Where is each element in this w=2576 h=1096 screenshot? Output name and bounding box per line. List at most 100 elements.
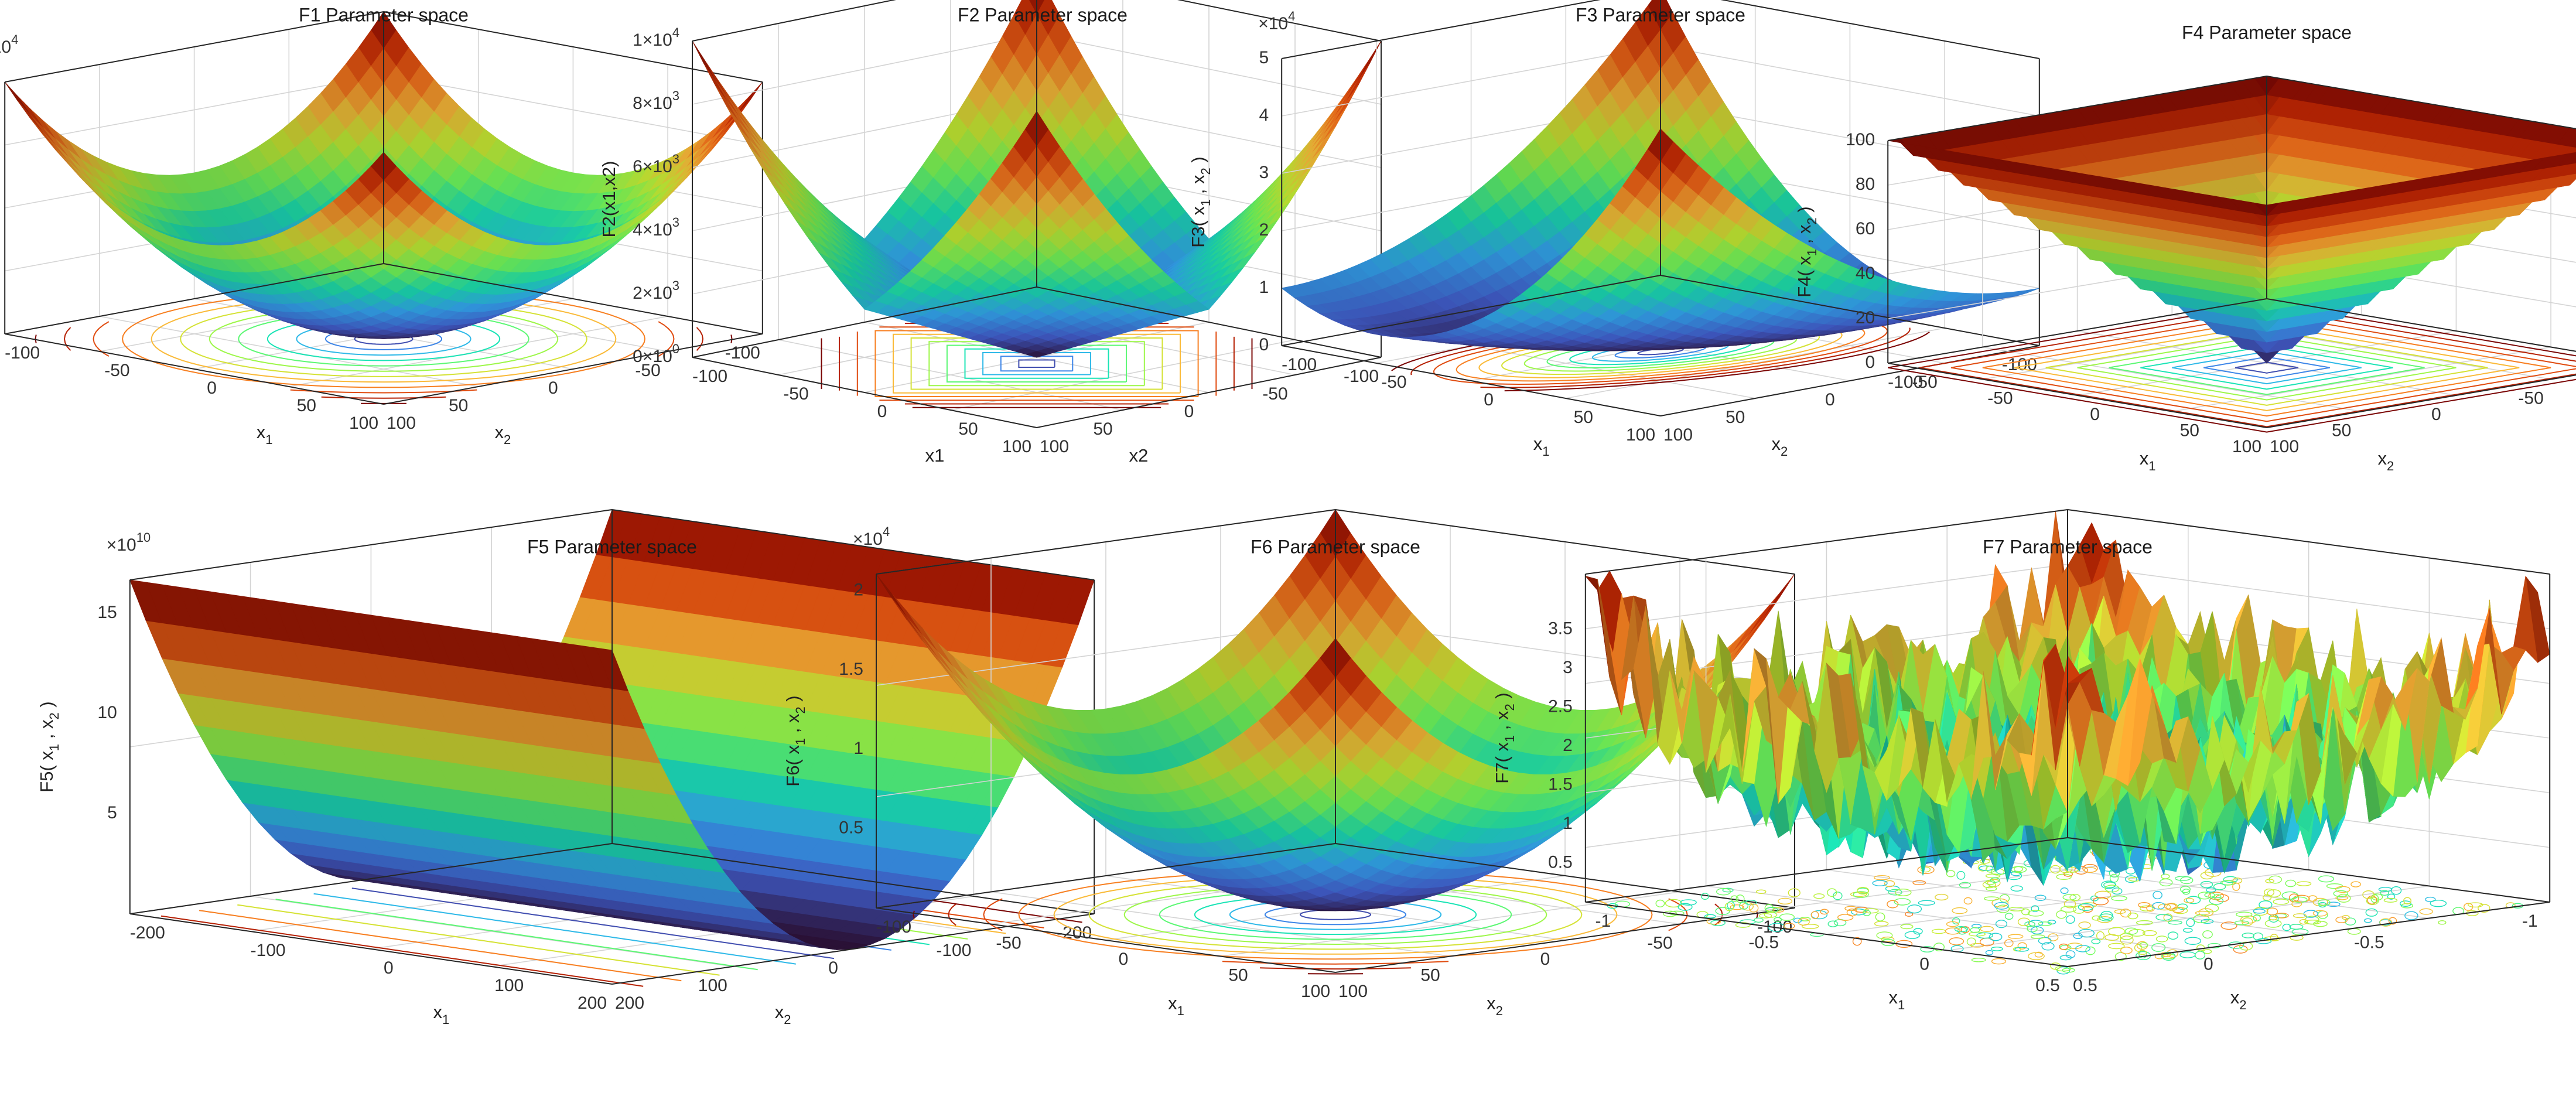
z-tick-label: 40 xyxy=(1856,264,1875,283)
z-tick-exp: 3 xyxy=(672,215,679,230)
y-tick-label: -100 xyxy=(1344,367,1379,386)
surface-patch xyxy=(4,81,30,115)
y-axis-label: x2 xyxy=(2378,448,2394,473)
z-tick-mult: ×10 xyxy=(643,94,672,113)
chart-title: F5 Parameter space xyxy=(527,536,697,557)
z-tick-mult: ×10 xyxy=(643,347,672,366)
contour-line xyxy=(63,279,704,399)
x-axis-label-sub: 1 xyxy=(442,1012,449,1027)
z-tick-label: 20 xyxy=(1856,308,1875,327)
z-axis-label: F2(x1,x2) xyxy=(599,161,619,238)
x-tick-label: 0 xyxy=(384,958,394,978)
x-tick-label: 0 xyxy=(877,402,887,421)
z-axis-label-end: ) xyxy=(1794,206,1815,217)
x-tick-label: -200 xyxy=(130,923,165,943)
z-tick-base: 6 xyxy=(633,157,643,176)
z-exponent-power: 4 xyxy=(11,32,18,47)
gridline xyxy=(5,74,384,146)
z-tick-exp: 3 xyxy=(672,152,679,166)
z-tick-label: 10 xyxy=(97,703,117,722)
surface-patch xyxy=(703,59,727,97)
z-exponent: ×1010 xyxy=(107,530,151,555)
z-axis-label-text: F4( x xyxy=(1794,256,1815,298)
z-axis-label-sub: 2 xyxy=(1199,168,1214,175)
z-tick-label: 4 xyxy=(1259,105,1269,125)
surface-patch xyxy=(1346,59,1370,97)
y-axis-label-sub: 2 xyxy=(504,432,511,447)
chart-title: F4 Parameter space xyxy=(2182,22,2352,43)
z-tick-base: 4 xyxy=(633,220,643,240)
z-tick-label: 60 xyxy=(1856,219,1875,238)
x-tick-label: 100 xyxy=(387,414,416,433)
y-tick-label: 200 xyxy=(578,993,607,1013)
y-tick-label: 100 xyxy=(2232,437,2261,456)
z-tick-label: 15 xyxy=(97,603,117,622)
x-tick-label: 100 xyxy=(1663,425,1693,445)
gridline xyxy=(383,74,763,146)
contour-line xyxy=(1018,359,1055,368)
panel-f5: -200-1000100200-200-100010020051015×1010… xyxy=(36,509,1095,1027)
z-tick-label: 1 xyxy=(1259,278,1269,297)
x-tick-label: 50 xyxy=(1574,408,1593,427)
z-tick-label: 2 xyxy=(1259,220,1269,240)
surface-patch xyxy=(17,100,43,132)
y-tick-label: -50 xyxy=(2518,388,2543,408)
y-axis-label: x2 xyxy=(1772,433,1788,459)
x-tick-label: 0 xyxy=(2090,405,2100,424)
x-axis-label: x1 xyxy=(433,1002,450,1027)
y-tick-label: 50 xyxy=(449,396,468,415)
x-axis-label: x1 xyxy=(1533,433,1550,459)
z-tick-label: 5 xyxy=(107,803,117,822)
y-tick-label: 0 xyxy=(1184,402,1194,421)
x-tick-label: -50 xyxy=(783,384,808,404)
y-tick-label: -100 xyxy=(936,941,971,960)
z-tick-label: 0×100 xyxy=(633,342,679,366)
x-axis-label-text: x xyxy=(2140,448,2149,469)
y-tick-label: 50 xyxy=(2332,421,2351,440)
x-tick-label: 0 xyxy=(1484,390,1494,409)
z-axis-label-end: ) xyxy=(1188,156,1208,168)
x-axis-label-sub: 1 xyxy=(2148,459,2155,473)
z-axis-label-text: F3( x xyxy=(1188,206,1208,248)
y-tick-label: 50 xyxy=(1726,408,1745,427)
y-tick-label: 50 xyxy=(1093,419,1112,439)
z-tick-base: 8 xyxy=(633,94,643,113)
surface-patch xyxy=(703,63,727,101)
y-axis-label-sub: 2 xyxy=(2387,459,2394,473)
contour-line xyxy=(151,295,617,383)
z-axis-label-sub: 1 xyxy=(1199,199,1214,206)
x-axis-label: x1 xyxy=(2140,448,2156,473)
z-exponent-base: ×10 xyxy=(1258,14,1288,33)
x-axis-label-text: x1 xyxy=(925,445,945,466)
contour-line xyxy=(2235,361,2299,374)
x-tick-label: 200 xyxy=(615,993,644,1013)
y-axis-label-text: x xyxy=(495,422,504,442)
z-axis-label-sub: 1 xyxy=(47,744,62,751)
y-tick-label: 100 xyxy=(1626,425,1655,445)
x-tick-label: 50 xyxy=(297,396,316,415)
y-tick-label: -50 xyxy=(1262,384,1287,404)
y-axis-label-sub: 2 xyxy=(784,1012,791,1027)
surface xyxy=(4,11,763,339)
y-axis-label: x2 xyxy=(775,1002,791,1027)
z-exponent-power: 4 xyxy=(1288,9,1295,23)
z-exponent: ×104 xyxy=(0,32,18,57)
contour-line xyxy=(180,301,587,377)
x-axis-label-sub: 1 xyxy=(265,432,272,447)
surface xyxy=(1888,76,2576,364)
z-tick-label: 0 xyxy=(1259,335,1269,354)
panel-f1: -100-50050100-100-5005010000.511.52×104x… xyxy=(0,4,763,447)
z-axis-label-sub: 2 xyxy=(47,712,62,719)
contour-line xyxy=(122,289,645,388)
y-tick-label: 100 xyxy=(698,976,727,995)
x-tick-label: 0 xyxy=(207,378,217,398)
z-tick-label: 0 xyxy=(1866,353,1875,372)
y-axis-label: x2 xyxy=(1129,445,1149,466)
contour-line xyxy=(1000,356,1074,372)
y-tick-label: 0 xyxy=(828,958,838,978)
y-tick-label: 0 xyxy=(2431,405,2441,424)
z-exponent-base: ×10 xyxy=(0,37,11,57)
x-tick-label: 100 xyxy=(1040,437,1069,456)
z-tick-base: 2 xyxy=(633,284,643,303)
chart-title: F1 Parameter space xyxy=(299,4,469,25)
